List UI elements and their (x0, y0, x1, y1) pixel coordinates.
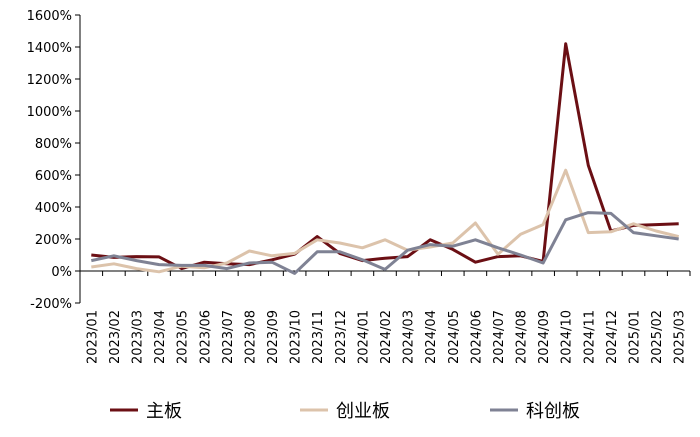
x-tick-label: 2024/12 (605, 310, 620, 364)
x-tick-label: 2023/11 (311, 310, 326, 364)
x-tick-label: 2025/02 (650, 310, 665, 364)
x-tick-label: 2024/05 (447, 310, 462, 364)
x-tick-label: 2024/03 (402, 310, 417, 364)
x-tick-label: 2024/07 (492, 310, 507, 364)
y-axis: -200% 0% 200% 400% 600% 800% 1000% 1200% 1400% 16… (27, 9, 81, 312)
y-tick-label: 800% (35, 137, 72, 152)
y-tick-label: -200% (30, 297, 72, 312)
x-tick-label: 2023/01 (85, 310, 100, 364)
series-line-1 (91, 168, 680, 274)
x-tick-label: 2024/09 (537, 310, 552, 364)
y-tick-label: 1200% (27, 73, 72, 88)
x-tick-label: 2024/06 (469, 310, 484, 364)
x-tick-label: 2023/03 (130, 310, 145, 364)
y-tick-label: 0% (51, 265, 72, 280)
x-tick-label: 2023/06 (198, 310, 213, 364)
x-tick-label: 2024/10 (560, 310, 575, 364)
x-tick-label: 2023/07 (221, 310, 236, 364)
x-tick-label: 2023/05 (176, 310, 191, 364)
x-tick-label: 2025/03 (673, 310, 688, 364)
x-tick-label: 2024/04 (424, 310, 439, 364)
x-tick-label: 2024/01 (356, 310, 371, 364)
legend-label-2: 科创板 (526, 401, 580, 422)
x-tick-label: 2025/01 (628, 310, 643, 364)
y-tick-label: 200% (35, 233, 72, 248)
y-tick-label: 400% (35, 201, 72, 216)
legend-label-1: 创业板 (336, 401, 390, 422)
y-tick-label: 1000% (27, 105, 72, 120)
y-tick-label: 1400% (27, 41, 72, 56)
legend: 主板 创业板 科创板 (110, 401, 580, 422)
series-lines (90, 42, 680, 275)
x-tick-label: 2023/09 (266, 310, 281, 364)
x-tick-label: 2023/02 (108, 310, 123, 364)
y-tick-label: 600% (35, 169, 72, 184)
x-tick-label: 2024/08 (515, 310, 530, 364)
x-tick-label: 2023/08 (243, 310, 258, 364)
x-tick-label: 2024/02 (379, 310, 394, 364)
x-tick-label: 2023/04 (153, 310, 168, 364)
x-tick-label: 2024/11 (582, 310, 597, 364)
x-tick-label: 2023/10 (289, 310, 304, 364)
series-line-2 (90, 211, 679, 275)
legend-label-0: 主板 (146, 401, 182, 422)
x-axis: 2023/01 2023/02 2023/03 2023/04 2023/05 2023/… (79, 270, 691, 364)
y-tick-label: 1600% (27, 9, 72, 24)
x-tick-label: 2023/12 (334, 310, 349, 364)
series-line-0 (91, 42, 679, 271)
